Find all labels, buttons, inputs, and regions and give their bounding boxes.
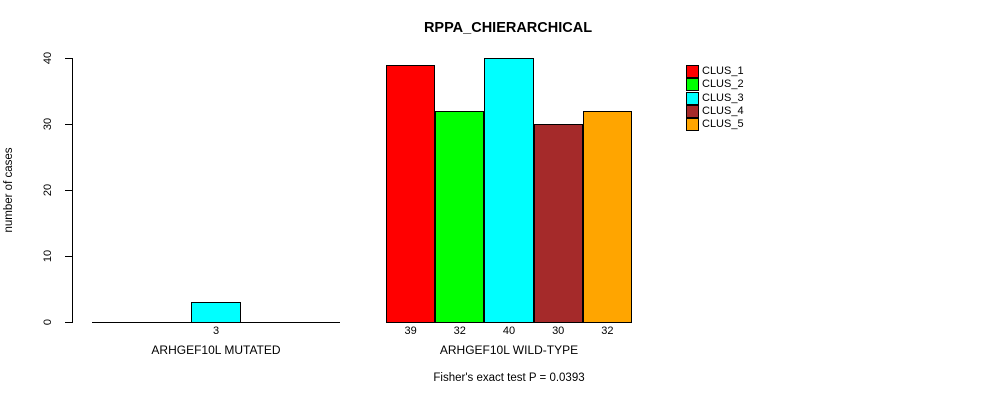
y-tick <box>65 322 72 323</box>
y-tick-label: 0 <box>42 318 54 326</box>
bar-value-label: 30 <box>552 325 565 337</box>
legend-swatch-clus_1 <box>686 65 699 78</box>
bar-value-label: 32 <box>453 325 466 337</box>
y-tick <box>65 124 72 125</box>
y-tick-label: 30 <box>42 117 54 131</box>
legend-label-clus_2: CLUS_2 <box>702 78 744 91</box>
bar-clus_5 <box>582 110 632 323</box>
y-tick <box>65 58 72 59</box>
legend-swatch-clus_4 <box>686 104 699 118</box>
bar-value-label: 3 <box>212 325 220 337</box>
legend-label-clus_3: CLUS_3 <box>702 91 744 104</box>
legend-label-clus_5: CLUS_5 <box>702 118 744 130</box>
bar-clus_4 <box>533 124 583 323</box>
bar-clus_3 <box>484 58 534 323</box>
legend-swatch-clus_2 <box>686 78 699 92</box>
legend-label-clus_4: CLUS_4 <box>702 104 744 117</box>
footnote-pvalue: Fisher's exact test P = 0.0393 <box>433 372 585 384</box>
chart-title: RPPA_CHIERARCHICAL <box>423 20 593 36</box>
y-tick <box>65 190 72 191</box>
x-group-label-wild-type: ARHGEF10L WILD-TYPE <box>439 343 579 357</box>
y-tick-label: 40 <box>42 51 54 65</box>
legend-label-clus_1: CLUS_1 <box>702 65 744 77</box>
legend-swatch-clus_3 <box>686 91 699 105</box>
bar-value-label: 39 <box>404 325 417 337</box>
bar-clus_2 <box>435 110 485 323</box>
bar-value-label: 32 <box>601 325 614 337</box>
bar-clus_1 <box>386 64 436 323</box>
legend-swatch-clus_5 <box>686 118 699 131</box>
y-axis <box>72 58 73 323</box>
y-tick-label: 10 <box>42 249 54 263</box>
y-axis-label: number of cases <box>3 147 15 233</box>
y-tick <box>65 256 72 257</box>
y-tick-label: 20 <box>42 183 54 197</box>
bar-clus_3 <box>191 302 241 323</box>
bar-value-label: 40 <box>502 325 516 337</box>
x-group-label-mutated: ARHGEF10L MUTATED <box>151 343 281 357</box>
